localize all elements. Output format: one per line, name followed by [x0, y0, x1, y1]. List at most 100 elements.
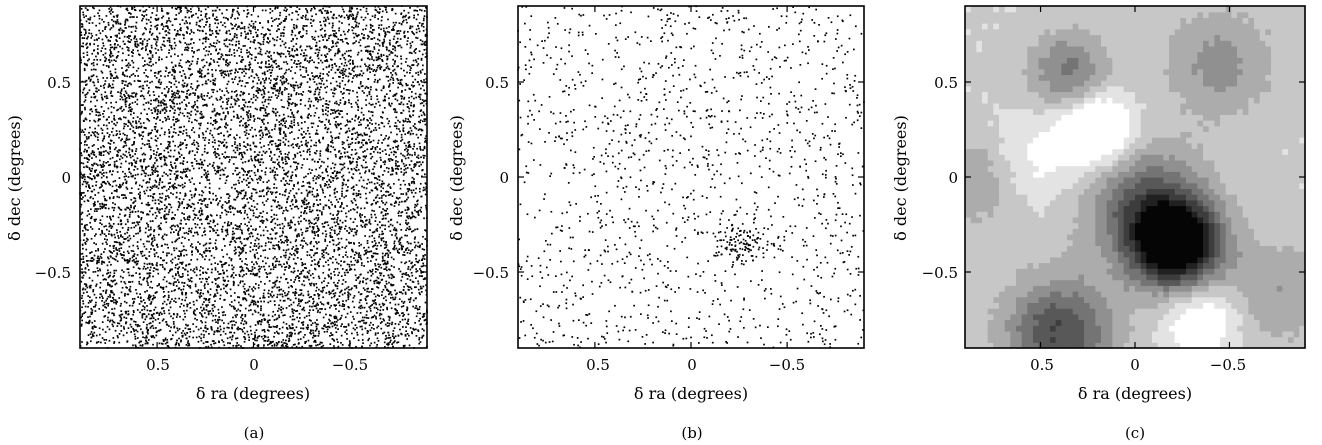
panel-a-point: [276, 145, 278, 147]
panel-a-point: [119, 316, 122, 318]
panel-a-point: [160, 127, 163, 130]
panel-a-point: [360, 70, 363, 72]
panel-a-point: [236, 225, 238, 228]
panel-a-point: [337, 262, 340, 265]
panel-a-point: [225, 176, 228, 178]
panel-a-point: [257, 216, 259, 219]
panel-a-point: [224, 73, 226, 75]
panel-a-point: [154, 211, 157, 214]
panel-a-point: [225, 63, 227, 66]
panel-a-point: [276, 293, 279, 296]
panel-a-point: [339, 86, 341, 88]
panel-a-point: [237, 228, 239, 230]
panel-a-point: [274, 326, 276, 328]
panel-a-point: [385, 213, 387, 215]
panel-a-point: [150, 242, 153, 244]
panel-a-point: [282, 314, 284, 317]
panel-a-point: [265, 133, 267, 136]
panel-a-point: [347, 121, 349, 123]
panel-a-point: [354, 324, 357, 326]
panel-a-point: [165, 110, 168, 113]
panel-a-point: [312, 122, 315, 125]
panel-a-point: [140, 217, 143, 219]
panel-a-point: [167, 140, 170, 143]
panel-a-point: [236, 144, 239, 147]
panel-a-point: [154, 202, 157, 205]
panel-a-point: [113, 244, 116, 247]
panel-a-point: [366, 68, 369, 70]
panel-a-point: [185, 344, 188, 346]
panel-a-point: [173, 124, 175, 127]
panel-a-point: [101, 229, 103, 232]
panel-a-point: [85, 15, 87, 17]
panel-a-point: [252, 248, 254, 251]
panel-a-point: [219, 96, 222, 98]
panel-a-point: [215, 329, 218, 332]
panel-a-point: [409, 7, 411, 9]
panel-a-point: [292, 116, 295, 118]
panel-a-point: [160, 228, 162, 231]
panel-a-point: [195, 299, 198, 302]
panel-a-point: [263, 296, 266, 299]
panel-a-point: [148, 251, 151, 253]
panel-a-point: [375, 303, 377, 306]
panel-a-point: [324, 54, 326, 57]
panel-a-point: [274, 233, 277, 235]
panel-a-point: [112, 275, 114, 278]
panel-a-point: [153, 38, 155, 40]
panel-a-point: [264, 268, 266, 271]
panel-a-point: [359, 196, 362, 199]
panel-a-point: [374, 299, 376, 301]
panel-a-point: [179, 59, 182, 62]
panel-a-point: [130, 204, 132, 207]
panel-a-point: [150, 301, 153, 303]
panel-a-point: [296, 10, 298, 13]
panel-a-point: [176, 279, 179, 281]
panel-a-point: [259, 267, 261, 270]
panel-a-point: [373, 210, 375, 212]
panel-a-point: [396, 99, 399, 102]
panel-a-point: [324, 196, 326, 198]
panel-a-point: [421, 161, 424, 164]
panel-a-point: [148, 255, 151, 257]
panel-a-point: [385, 75, 388, 78]
panel-a-point: [192, 106, 194, 109]
panel-a-point: [145, 166, 148, 168]
panel-a-point: [312, 332, 315, 334]
panel-a-point: [276, 276, 279, 279]
panel-a-point: [197, 16, 199, 19]
panel-a-point: [419, 96, 421, 98]
panel-a-point: [133, 80, 136, 82]
panel-a-point: [308, 296, 311, 299]
panel-a-point: [142, 179, 145, 182]
panel-a-point: [309, 78, 312, 81]
panel-a-point: [217, 133, 220, 135]
panel-a-point: [266, 192, 268, 194]
panel-a-point: [259, 313, 262, 316]
panel-a-point: [157, 318, 160, 320]
panel-a-point: [265, 78, 267, 81]
panel-a-point: [273, 19, 276, 21]
panel-a-point: [338, 151, 340, 153]
panel-a-point: [192, 330, 195, 333]
panel-a-point: [392, 48, 394, 50]
panel-a-point: [387, 171, 390, 173]
panel-a-point: [318, 140, 320, 143]
panel-a-point: [307, 339, 310, 342]
panel-a-point: [270, 268, 272, 271]
panel-a-point: [240, 269, 243, 272]
panel-a-point: [89, 108, 92, 111]
panel-a-point: [152, 320, 154, 323]
panel-a-point: [90, 217, 93, 220]
panel-a-point: [336, 233, 338, 236]
panel-a-point: [415, 268, 417, 270]
panel-a-point: [174, 167, 177, 169]
panel-a-point: [182, 130, 185, 132]
panel-a-point: [356, 225, 358, 227]
panel-a-point: [270, 294, 272, 297]
panel-a-point: [313, 6, 315, 9]
panel-a-point: [332, 112, 334, 114]
panel-a-point: [286, 162, 288, 165]
panel-a-point: [81, 297, 83, 299]
panel-a-point: [171, 6, 173, 9]
